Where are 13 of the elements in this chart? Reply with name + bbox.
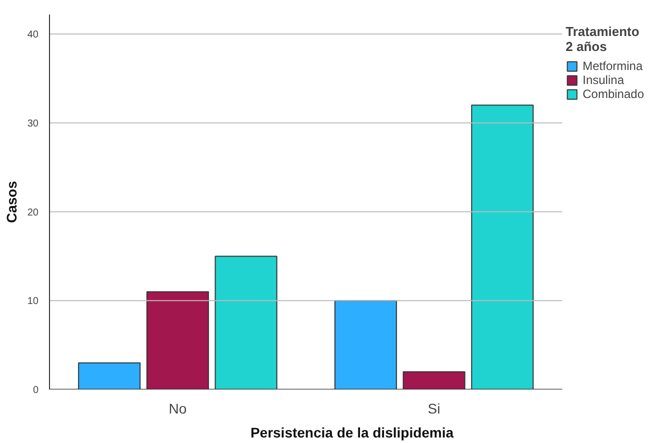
y-tick-label: 10 — [27, 296, 39, 308]
y-tick-label: 0 — [32, 385, 39, 396]
y-tick-label: 20 — [27, 207, 39, 218]
x-axis-title: Persistencia de la dislipidemia — [250, 424, 454, 440]
y-tick-label: 30 — [27, 118, 39, 130]
x-tick-label: No — [168, 400, 187, 416]
x-tick-label: Si — [428, 400, 440, 416]
legend-title: Tratamiento 2 años — [566, 24, 640, 54]
y-tick-label: 40 — [27, 30, 39, 41]
legend-label: Metformina — [582, 59, 643, 73]
y-axis-title: Casos — [3, 180, 20, 224]
legend-label: Insulina — [582, 73, 624, 87]
legend-label: Combinado — [582, 87, 644, 101]
